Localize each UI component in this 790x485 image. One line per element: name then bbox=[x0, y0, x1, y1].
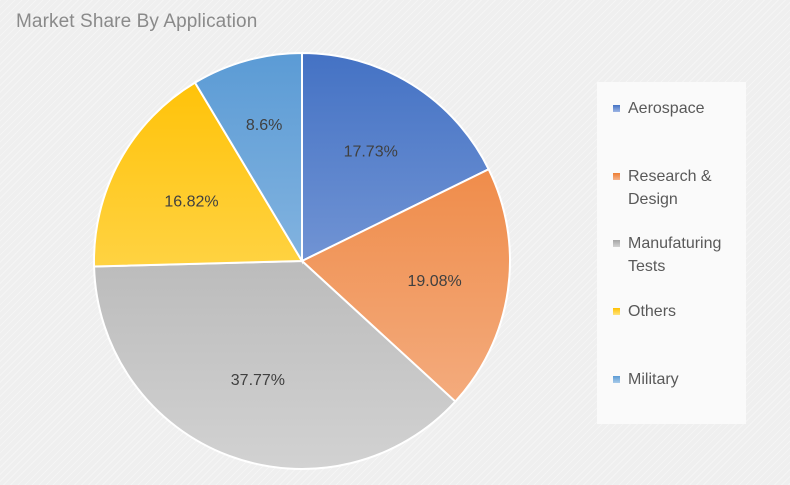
legend-item-manufaturing-tests[interactable]: Manufaturing Tests bbox=[613, 232, 743, 278]
legend-item-aerospace[interactable]: Aerospace bbox=[613, 97, 743, 120]
legend-swatch-military bbox=[613, 376, 620, 383]
pie-slice-research-design[interactable] bbox=[300, 167, 511, 403]
pie-slice-aerospace[interactable] bbox=[301, 51, 491, 263]
data-label-military: 8.6% bbox=[246, 117, 282, 134]
legend-swatch-others bbox=[613, 308, 620, 315]
legend-item-research-design[interactable]: Research & Design bbox=[613, 165, 743, 211]
legend-label: Aerospace bbox=[628, 100, 705, 117]
legend-swatch-aerospace bbox=[613, 105, 620, 112]
legend: Aerospace Research & Design Manufaturing… bbox=[597, 82, 746, 424]
legend-label: Research & Design bbox=[628, 168, 712, 208]
legend-label: Military bbox=[628, 371, 679, 388]
legend-item-military[interactable]: Military bbox=[613, 368, 743, 391]
legend-swatch-research-design bbox=[613, 173, 620, 180]
data-label-research-design: 19.08% bbox=[407, 273, 461, 290]
data-label-others: 16.82% bbox=[164, 193, 218, 210]
legend-swatch-manufaturing-tests bbox=[613, 240, 620, 247]
pie-slice-manufaturing-tests[interactable] bbox=[93, 259, 457, 470]
legend-label: Others bbox=[628, 303, 677, 320]
pie-slice-others[interactable] bbox=[93, 81, 304, 268]
data-label-aerospace: 17.73% bbox=[344, 144, 398, 161]
chart-title: Market Share By Application bbox=[16, 11, 258, 32]
legend-label: Manufaturing Tests bbox=[628, 235, 722, 275]
pie-slice-military[interactable] bbox=[193, 51, 303, 265]
data-label-manufaturing-tests: 37.77% bbox=[231, 372, 285, 389]
legend-item-others[interactable]: Others bbox=[613, 300, 743, 323]
